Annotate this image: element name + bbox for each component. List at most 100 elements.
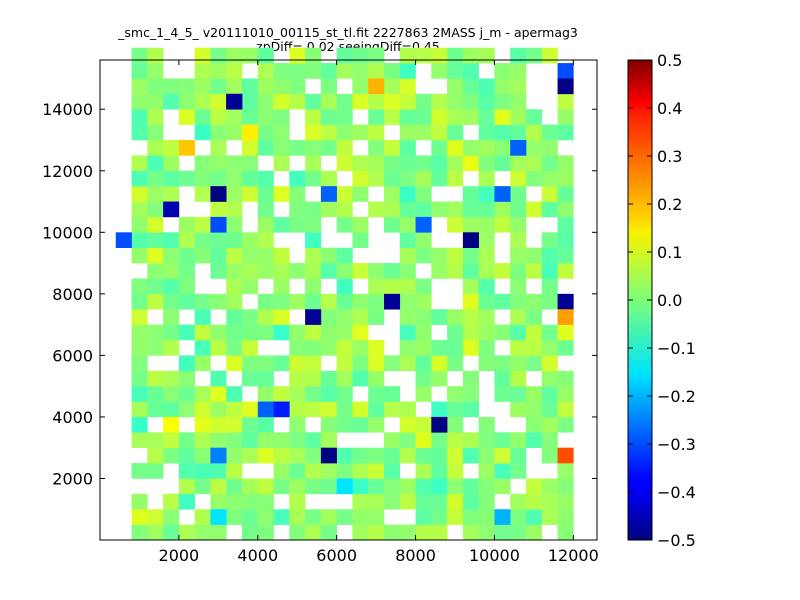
heatmap-cell <box>541 386 558 402</box>
heatmap-cell <box>510 140 527 156</box>
heatmap-cell <box>305 278 322 295</box>
heatmap-cell <box>510 263 527 279</box>
heatmap-cell <box>510 93 527 110</box>
heatmap-cell <box>447 47 464 64</box>
heatmap-cell <box>541 170 558 187</box>
heatmap-cell <box>541 478 558 495</box>
heatmap-cell <box>147 524 164 541</box>
y-tick-label: 4000 <box>52 408 93 427</box>
colorbar-tick-label: 0.2 <box>657 195 682 214</box>
heatmap-cell <box>194 47 211 64</box>
heatmap-cell <box>131 232 148 248</box>
x-tick-label: 4000 <box>237 546 278 565</box>
heatmap-cell <box>163 170 180 187</box>
heatmap-cell <box>368 201 385 218</box>
heatmap-cell <box>526 170 543 187</box>
heatmap-cell <box>399 93 416 110</box>
heatmap-cell <box>242 493 259 510</box>
heatmap-cell <box>178 278 195 295</box>
heatmap-cell <box>415 278 432 295</box>
heatmap-cell <box>526 124 543 141</box>
heatmap-cell <box>273 155 290 172</box>
heatmap-cell <box>147 401 164 418</box>
heatmap-cell <box>415 370 432 387</box>
heatmap-cell <box>478 109 495 125</box>
heatmap-cell <box>257 232 274 248</box>
heatmap-cell <box>494 201 511 218</box>
heatmap-cell <box>447 124 464 141</box>
heatmap-cell <box>557 524 574 541</box>
heatmap-cell <box>257 493 274 510</box>
heatmap-cell <box>415 232 432 248</box>
heatmap-cell <box>384 140 401 156</box>
heatmap-cell <box>447 140 464 156</box>
heatmap-cell <box>494 155 511 172</box>
heatmap-cell <box>131 416 148 433</box>
heatmap-cell <box>415 124 432 141</box>
heatmap-cell <box>399 186 416 202</box>
heatmap-cell <box>242 140 259 156</box>
heatmap-cell <box>210 63 227 79</box>
heatmap-cell <box>352 263 369 279</box>
heatmap-cell <box>131 309 148 325</box>
heatmap-cell <box>178 170 195 187</box>
heatmap-cell <box>131 355 148 372</box>
heatmap-cell <box>257 355 274 372</box>
heatmap-cell <box>368 109 385 125</box>
heatmap-cell <box>226 263 243 279</box>
heatmap-cell <box>541 232 558 248</box>
heatmap-cell <box>384 93 401 110</box>
colorbar-tick-label: 0.4 <box>657 99 682 118</box>
heatmap-cell <box>510 155 527 172</box>
heatmap-cell <box>478 263 495 279</box>
heatmap-cell <box>320 170 337 187</box>
heatmap-cell <box>415 493 432 510</box>
heatmap-cell <box>368 78 385 95</box>
heatmap-cell <box>399 278 416 295</box>
heatmap-cell <box>462 47 479 64</box>
heatmap-cell <box>447 447 464 464</box>
heatmap-cell <box>163 186 180 202</box>
heatmap-cell <box>526 340 543 356</box>
heatmap-cell <box>352 463 369 479</box>
heatmap-cell <box>163 432 180 448</box>
heatmap-cell <box>273 432 290 448</box>
colorbar-tick-label: −0.3 <box>657 435 696 454</box>
heatmap-cell <box>163 140 180 156</box>
heatmap-cell <box>194 93 211 110</box>
heatmap-cell <box>147 155 164 172</box>
heatmap-cell <box>431 247 448 264</box>
heatmap-cell <box>510 63 527 79</box>
heatmap-cell <box>447 201 464 218</box>
heatmap-cell <box>131 78 148 95</box>
heatmap-cell <box>147 432 164 448</box>
heatmap-cell <box>163 309 180 325</box>
heatmap-cell <box>462 386 479 402</box>
heatmap-cell <box>526 478 543 495</box>
heatmap-cell <box>194 340 211 356</box>
heatmap-cell <box>131 278 148 295</box>
heatmap-cell <box>510 78 527 95</box>
heatmap-cell <box>194 309 211 325</box>
heatmap-cell <box>242 309 259 325</box>
heatmap-cell <box>352 293 369 310</box>
heatmap-cell <box>131 524 148 541</box>
heatmap-cell <box>336 293 353 310</box>
heatmap-cell <box>273 216 290 233</box>
heatmap-cell <box>273 401 290 418</box>
y-tick-label: 12000 <box>42 162 93 181</box>
heatmap-cell <box>368 93 385 110</box>
heatmap-cell <box>399 247 416 264</box>
heatmap-cell <box>226 340 243 356</box>
heatmap-cell <box>541 370 558 387</box>
heatmap-cell <box>557 93 574 110</box>
heatmap-cell <box>320 386 337 402</box>
heatmap-cell <box>226 432 243 448</box>
heatmap-cell <box>510 170 527 187</box>
heatmap-cell <box>178 247 195 264</box>
heatmap-cell <box>447 340 464 356</box>
heatmap-cell <box>431 416 448 433</box>
heatmap-cell <box>526 493 543 510</box>
heatmap-cell <box>131 370 148 387</box>
